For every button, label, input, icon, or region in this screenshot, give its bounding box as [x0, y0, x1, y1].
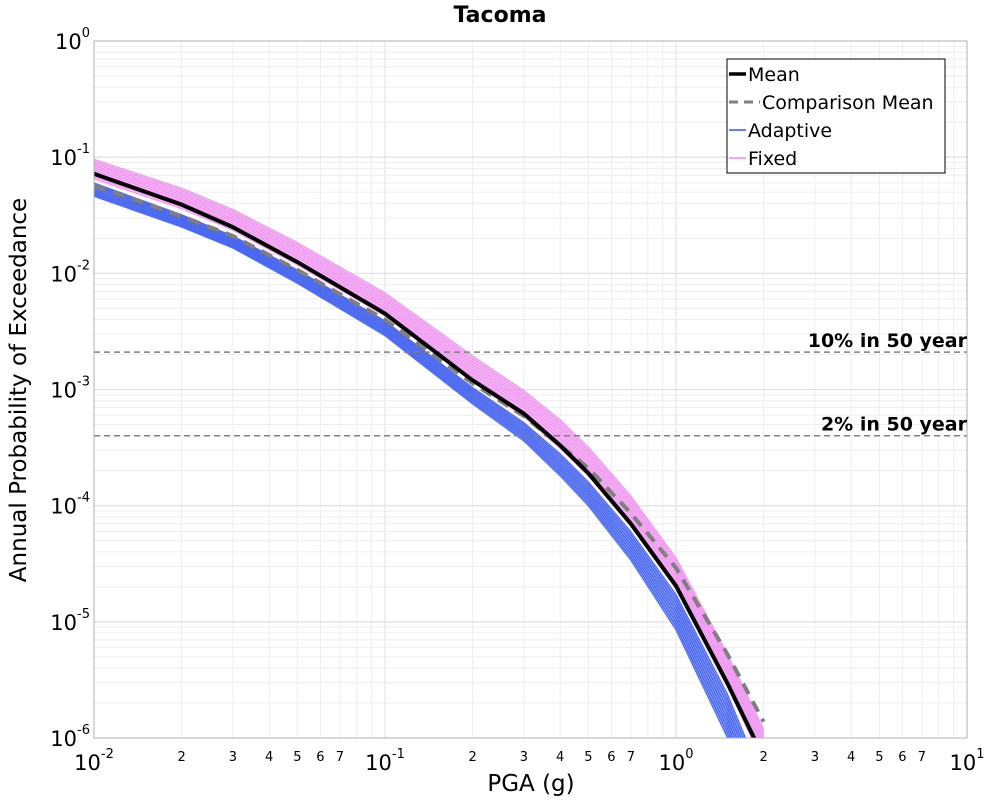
reference-lines: [94, 351, 967, 437]
band-curve-fixed: [94, 163, 765, 738]
y-tick-label: 10-5: [50, 607, 90, 635]
plot-frame: [93, 40, 968, 739]
band-curve-adaptive: [94, 189, 736, 738]
x-minor-tick-label: 7: [918, 750, 926, 765]
y-tick-label: 100: [55, 26, 90, 54]
band-curve-adaptive: [94, 194, 730, 738]
y-tick-label: 10-4: [50, 491, 90, 519]
x-minor-tick-label: 6: [898, 750, 906, 765]
plot-area: [94, 158, 967, 738]
band-curve-adaptive: [94, 188, 738, 738]
band-curve-fixed: [94, 169, 760, 738]
x-minor-tick-label: 2: [177, 750, 185, 765]
legend-label-fixed: Fixed: [748, 148, 797, 170]
band-curve-adaptive: [94, 186, 740, 738]
band-curve-adaptive: [94, 195, 729, 738]
y-tick-label: 10-6: [50, 723, 90, 751]
x-minor-tick-label: 5: [584, 750, 592, 765]
legend-label-comparison-mean: Comparison Mean: [762, 92, 934, 114]
x-minor-tick-label: 3: [229, 750, 237, 765]
band-curve-fixed: [94, 158, 765, 730]
band-curve-fixed: [94, 171, 758, 738]
band-curve-adaptive: [94, 185, 742, 738]
series-lines: [94, 171, 766, 738]
x-axis-label: PGA (g): [487, 771, 574, 797]
legend: Mean Comparison Mean Adaptive Fixed: [726, 58, 946, 174]
x-minor-tick-label: 5: [293, 750, 301, 765]
x-minor-tick-label: 3: [520, 750, 528, 765]
y-axis-label: Annual Probability of Exceedance: [6, 198, 32, 582]
chart-title: Tacoma: [454, 3, 547, 28]
x-minor-tick-label: 4: [556, 750, 564, 765]
x-minor-tick-label: 6: [316, 750, 324, 765]
x-tick-label: 100: [658, 747, 693, 775]
x-minor-tick-label: 3: [811, 750, 819, 765]
y-axis-ticks: 100 10-1 10-2 10-3 10-4 10-5 10-6: [50, 26, 90, 751]
x-minor-tick-label: 7: [336, 750, 344, 765]
y-tick-label: 10-1: [50, 142, 90, 170]
legend-label-mean: Mean: [748, 64, 800, 86]
reference-label: 10% in 50 year: [808, 330, 968, 352]
legend-box: [726, 58, 946, 174]
x-minor-tick-label: 5: [875, 750, 883, 765]
x-minor-tick-label: 2: [759, 750, 767, 765]
y-tick-label: 10-3: [50, 375, 90, 403]
band-curve-adaptive: [94, 192, 732, 738]
band-curve-adaptive: [94, 191, 734, 738]
x-tick-label: 10-2: [74, 747, 114, 775]
x-tick-label: 10-1: [365, 747, 405, 775]
x-tick-label: 101: [949, 747, 984, 775]
y-tick-label: 10-2: [50, 258, 90, 286]
x-minor-tick-label: 7: [627, 750, 635, 765]
x-minor-tick-label: 4: [265, 750, 273, 765]
x-minor-tick-label: 6: [607, 750, 615, 765]
band-curve-fixed: [94, 160, 765, 734]
reference-labels: 10% in 50 year 2% in 50 year: [808, 330, 968, 436]
reference-label: 2% in 50 year: [821, 414, 968, 436]
x-minor-tick-label: 4: [847, 750, 855, 765]
series-line-mean: [94, 171, 757, 738]
legend-label-adaptive: Adaptive: [748, 120, 832, 142]
x-minor-tick-label: 2: [468, 750, 476, 765]
